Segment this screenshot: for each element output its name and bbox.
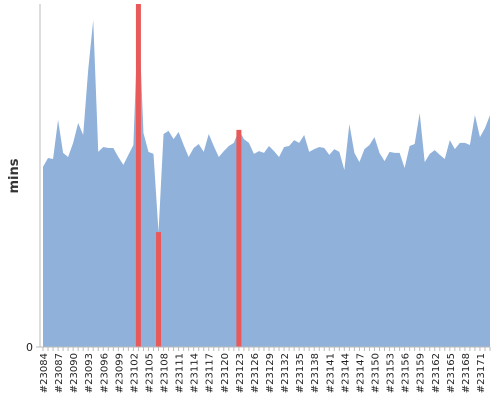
x-tick-label: #23084 — [39, 353, 50, 393]
x-tick-label: #23147 — [355, 353, 366, 393]
x-tick-label: #23093 — [84, 353, 95, 393]
x-tick-label: #23162 — [431, 353, 442, 393]
x-tick-label: #23138 — [310, 353, 321, 393]
x-tick-label: #23120 — [220, 353, 231, 393]
x-tick-label: #23150 — [370, 353, 381, 393]
bar — [236, 129, 242, 347]
x-tick-label: #23123 — [235, 353, 246, 393]
x-tick-label: #23156 — [401, 353, 412, 393]
x-tick-label: #23090 — [69, 353, 80, 393]
x-tick-label: #23102 — [129, 353, 140, 393]
x-tick-label: #23096 — [99, 353, 110, 393]
x-tick-label: #23099 — [114, 353, 125, 393]
x-tick-label: #23117 — [205, 353, 216, 393]
y-axis-label: mins — [7, 158, 22, 193]
x-tick-label: #23144 — [340, 353, 351, 393]
x-tick-label: #23108 — [160, 353, 171, 393]
x-tick-label: #23132 — [280, 353, 291, 393]
x-tick-label: #23135 — [295, 353, 306, 393]
x-tick-label: #23141 — [325, 353, 336, 393]
x-tick-label: #23126 — [250, 353, 261, 393]
x-tick-label: #23168 — [461, 353, 472, 393]
y-tick-label: 0 — [26, 341, 33, 354]
x-tick-label: #23114 — [190, 353, 201, 393]
x-tick-label: #23171 — [476, 353, 487, 393]
bar — [135, 4, 141, 347]
x-tick-label: #23129 — [265, 353, 276, 393]
x-tick-label: #23111 — [175, 353, 186, 393]
x-tick-label: #23165 — [446, 353, 457, 393]
x-tick-label: #23087 — [54, 353, 65, 393]
x-tick-label: #23159 — [416, 353, 427, 393]
area — [43, 4, 490, 347]
x-tick-label: #23153 — [386, 353, 397, 393]
x-tick-label: #23105 — [144, 353, 155, 393]
bar — [156, 232, 162, 347]
